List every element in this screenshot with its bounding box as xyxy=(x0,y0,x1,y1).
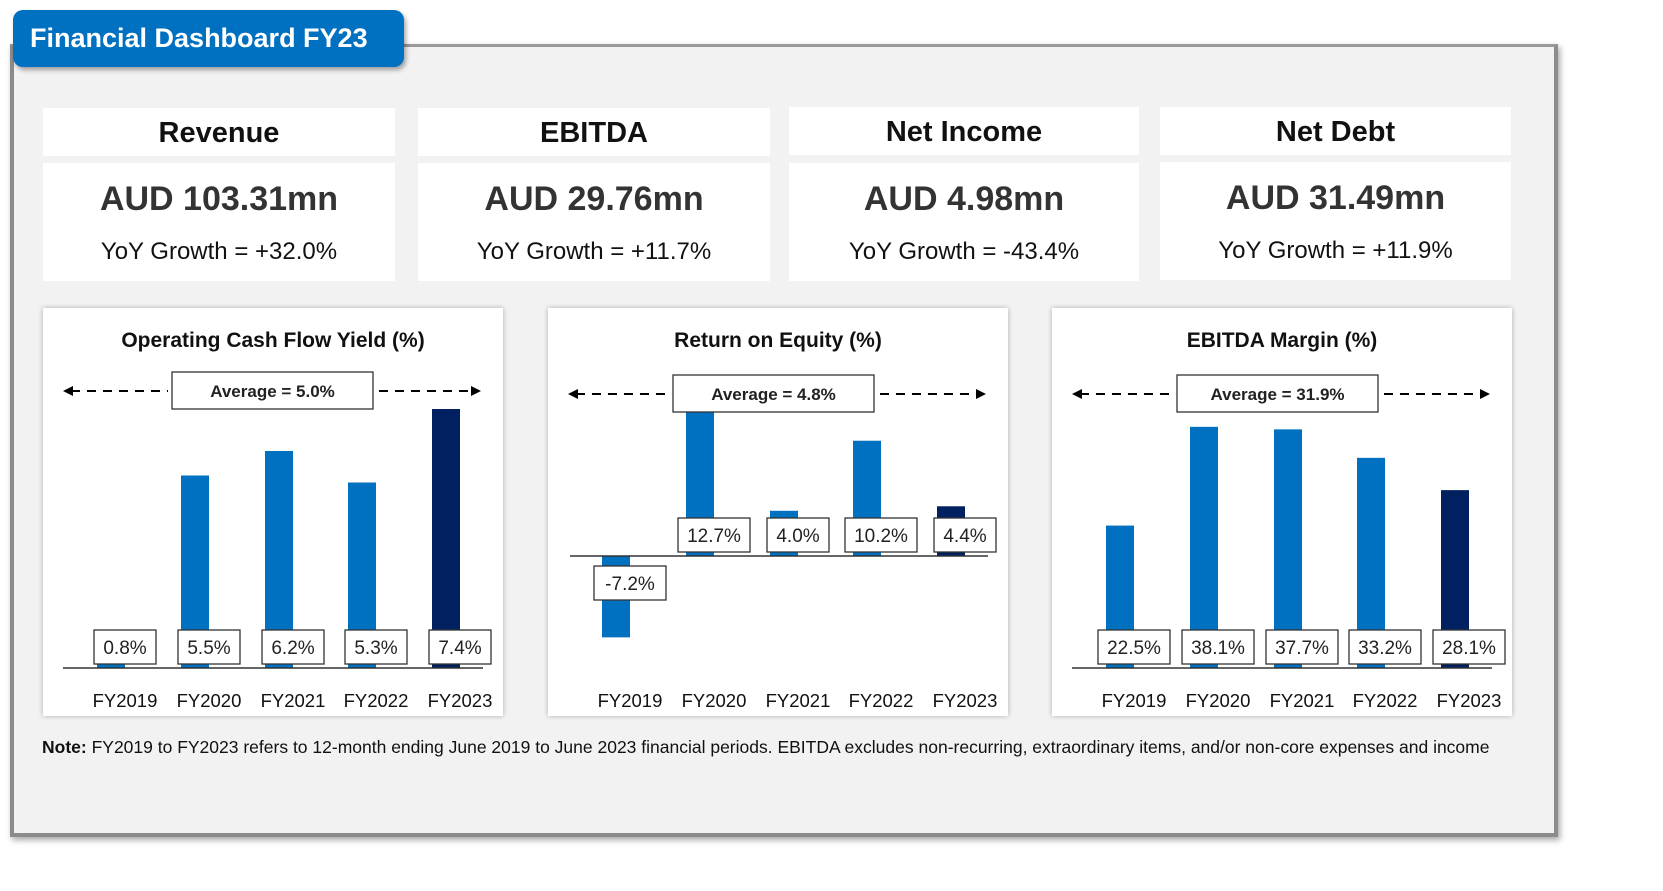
data-label: 12.7% xyxy=(687,526,741,547)
note-prefix: Note: xyxy=(42,737,87,757)
data-label-box xyxy=(1348,629,1422,665)
bar xyxy=(432,409,460,668)
bar xyxy=(1190,426,1218,668)
data-label-box xyxy=(93,629,157,665)
data-label-box xyxy=(766,517,830,553)
kpi-growth: YoY Growth = -43.4% xyxy=(848,238,1080,265)
chart-title: EBITDA Margin (%) xyxy=(1187,329,1378,352)
data-label-box xyxy=(1265,629,1339,665)
kpi-label: Net Income xyxy=(789,107,1139,155)
chart-svg: Operating Cash Flow Yield (%) Average = 5… xyxy=(63,329,493,711)
x-tick-label: FY2019 xyxy=(1102,690,1167,711)
kpi-growth: YoY Growth = +11.7% xyxy=(476,238,712,265)
data-label-box xyxy=(933,517,997,553)
data-label: 33.2% xyxy=(1358,638,1412,659)
x-tick-label: FY2020 xyxy=(682,690,747,711)
kpi-value: AUD 29.76mn xyxy=(484,180,704,218)
arrow-right-icon xyxy=(1480,389,1490,399)
kpi-label: Revenue xyxy=(43,108,395,156)
kpi-value: AUD 103.31mn xyxy=(99,180,339,218)
x-tick-label: FY2021 xyxy=(261,690,326,711)
data-label: 4.0% xyxy=(776,526,819,547)
data-label: 6.2% xyxy=(271,638,314,659)
note-text: FY2019 to FY2023 refers to 12-month endi… xyxy=(86,737,1490,757)
average-box xyxy=(171,371,374,410)
chart-operating-cash-flow-yield: Operating Cash Flow Yield (%) Average = 5… xyxy=(43,308,503,716)
arrow-right-icon xyxy=(471,386,481,396)
x-tick-label: FY2023 xyxy=(933,690,998,711)
data-label: 7.4% xyxy=(438,638,481,659)
data-label: 5.5% xyxy=(187,638,230,659)
bar xyxy=(1274,429,1302,668)
data-label: 22.5% xyxy=(1107,638,1161,659)
kpi-body: AUD 4.98mn YoY Growth = -43.4% xyxy=(789,163,1139,281)
data-label-box xyxy=(677,517,751,553)
average-box xyxy=(1176,374,1379,413)
x-tick-label: FY2020 xyxy=(177,690,242,711)
x-tick-label: FY2019 xyxy=(598,690,663,711)
kpi-growth: YoY Growth = +32.0% xyxy=(100,238,338,265)
data-label: 38.1% xyxy=(1191,638,1245,659)
data-label: -7.2% xyxy=(605,574,655,595)
chart-title: Operating Cash Flow Yield (%) xyxy=(121,329,424,352)
kpi-label: Net Debt xyxy=(1160,107,1511,155)
data-label-box xyxy=(344,629,408,665)
arrow-left-icon xyxy=(1072,389,1082,399)
chart-svg: EBITDA Margin (%) Average = 31.9% 22.5% 38.… xyxy=(1072,329,1506,711)
x-tick-label: FY2019 xyxy=(93,690,158,711)
footnote: Note: FY2019 to FY2023 refers to 12-mont… xyxy=(42,734,1502,761)
data-label-box xyxy=(261,629,325,665)
data-label-box xyxy=(428,629,492,665)
arrow-left-icon xyxy=(63,386,73,396)
data-label-box xyxy=(844,517,918,553)
x-tick-label: FY2021 xyxy=(1270,690,1335,711)
average-box xyxy=(672,374,875,413)
arrow-left-icon xyxy=(568,389,578,399)
kpi-body: AUD 29.76mn YoY Growth = +11.7% xyxy=(418,163,770,281)
kpi-value: AUD 31.49mn xyxy=(1225,179,1446,217)
data-label-box xyxy=(593,565,667,601)
kpi-growth: YoY Growth = +11.9% xyxy=(1218,237,1453,264)
x-tick-label: FY2021 xyxy=(766,690,831,711)
data-label-box xyxy=(1097,629,1171,665)
kpi-body: AUD 31.49mn YoY Growth = +11.9% xyxy=(1160,162,1511,280)
data-label: 0.8% xyxy=(103,638,146,659)
data-label: 10.2% xyxy=(854,526,908,547)
data-label: 37.7% xyxy=(1275,638,1329,659)
x-tick-label: FY2022 xyxy=(1353,690,1418,711)
data-label-box xyxy=(1432,629,1506,665)
arrow-right-icon xyxy=(976,389,986,399)
x-tick-label: FY2023 xyxy=(428,690,493,711)
kpi-body: AUD 103.31mn YoY Growth = +32.0% xyxy=(43,163,395,281)
kpi-label: EBITDA xyxy=(418,108,770,156)
chart-ebitda-margin: EBITDA Margin (%) Average = 31.9% 22.5% 38.… xyxy=(1052,308,1512,716)
x-tick-label: FY2022 xyxy=(849,690,914,711)
dashboard-title: Financial Dashboard FY23 xyxy=(13,10,404,67)
data-label: 4.4% xyxy=(943,526,986,547)
data-label-box xyxy=(1181,629,1255,665)
data-label-box xyxy=(177,629,241,665)
chart-title: Return on Equity (%) xyxy=(674,329,882,352)
x-tick-label: FY2020 xyxy=(1186,690,1251,711)
x-tick-label: FY2023 xyxy=(1437,690,1502,711)
average-label: Average = 4.8% xyxy=(711,385,836,404)
chart-return-on-equity: Return on Equity (%) Average = 4.8% -7.2% 1… xyxy=(548,308,1008,716)
x-tick-label: FY2022 xyxy=(344,690,409,711)
data-label: 28.1% xyxy=(1442,638,1496,659)
chart-svg: Return on Equity (%) Average = 4.8% -7.2% 1… xyxy=(568,329,998,711)
kpi-value: AUD 4.98mn xyxy=(863,180,1065,218)
average-label: Average = 31.9% xyxy=(1210,385,1344,404)
average-label: Average = 5.0% xyxy=(210,382,335,401)
data-label: 5.3% xyxy=(354,638,397,659)
